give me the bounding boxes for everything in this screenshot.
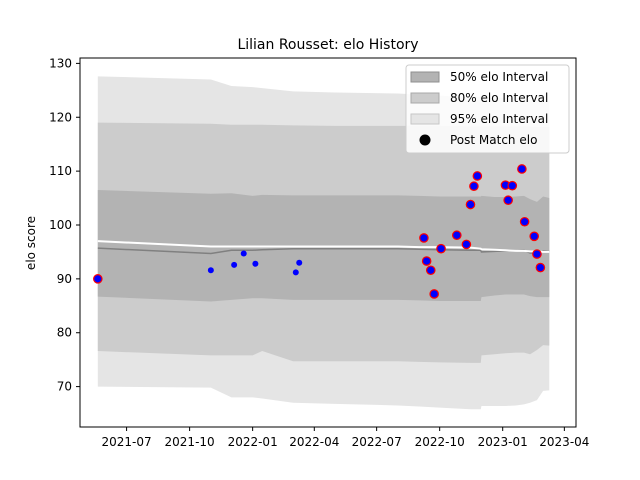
legend-entry-1[interactable]: 80% elo Interval [450, 91, 548, 105]
legend-entry-2[interactable]: 95% elo Interval [450, 112, 548, 126]
post-match-point-5[interactable] [436, 243, 446, 254]
data-point-0[interactable] [207, 267, 214, 274]
legend-swatch-2 [410, 113, 440, 125]
x-tick-label-7: 2023-04 [539, 435, 589, 449]
legend-swatch-1 [410, 92, 440, 104]
data-point-5[interactable] [296, 259, 303, 266]
y-tick-label-4: 110 [49, 164, 72, 178]
post-match-point-17[interactable] [532, 249, 542, 259]
post-match-point-14[interactable] [517, 164, 527, 174]
y-tick-label-6: 130 [49, 56, 72, 70]
legend-swatch-0 [410, 71, 440, 83]
axes: 2021-07 2021-10 2022-01 2022-04 2022-07 2022-… [49, 56, 589, 449]
y-tick-label-0: 70 [57, 380, 72, 394]
post-match-point-9[interactable] [469, 181, 479, 192]
data-point-4[interactable] [292, 269, 299, 276]
post-match-point-10[interactable] [472, 171, 483, 181]
y-tick-label-2: 90 [57, 272, 72, 286]
x-tick-label-2: 2022-01 [228, 435, 278, 449]
trend-line [97, 240, 550, 253]
post-match-point-2[interactable] [421, 256, 432, 266]
data-point-2[interactable] [240, 250, 247, 257]
post-match-point-16[interactable] [529, 231, 540, 242]
x-tick-label-3: 2022-04 [289, 435, 339, 449]
x-tick-label-0: 2021-07 [102, 435, 152, 449]
post-match-point-15[interactable] [519, 216, 530, 227]
post-match-point-13[interactable] [507, 180, 518, 191]
post-match-point-3[interactable] [425, 265, 436, 276]
y-tick-label-3: 100 [49, 218, 72, 232]
post-match-point-0[interactable] [93, 274, 103, 284]
post-match-point-12[interactable] [503, 195, 513, 206]
y-axis-title: elo score [24, 216, 38, 270]
legend-entry-0[interactable]: 50% elo Interval [450, 70, 548, 84]
post-match-point-8[interactable] [465, 199, 476, 210]
post-match-point-7[interactable] [461, 239, 472, 250]
chart-title: Lilian Rousset: elo History [237, 37, 418, 53]
post-match-point-6[interactable] [451, 230, 462, 241]
x-tick-label-6: 2023-01 [478, 435, 528, 449]
legend-box [405, 64, 570, 154]
plot-area [93, 76, 550, 410]
x-tick-label-5: 2022-10 [415, 435, 465, 449]
post-match-point-1[interactable] [419, 233, 429, 243]
x-tick-label-4: 2022-07 [352, 435, 402, 449]
legend[interactable]: 50% elo Interval 80% elo Interval 95% elo … [405, 64, 570, 154]
y-tick-label-1: 80 [57, 326, 72, 340]
data-point-3[interactable] [252, 260, 259, 267]
data-point-1[interactable] [231, 261, 238, 268]
legend-marker-3 [419, 134, 431, 146]
post-match-point-4[interactable] [429, 289, 439, 299]
y-tick-label-5: 120 [49, 110, 72, 124]
post-match-point-18[interactable] [535, 262, 546, 273]
plot-frame [79, 57, 577, 428]
x-tick-label-1: 2021-10 [165, 435, 215, 449]
legend-entry-3[interactable]: Post Match elo [450, 133, 537, 147]
